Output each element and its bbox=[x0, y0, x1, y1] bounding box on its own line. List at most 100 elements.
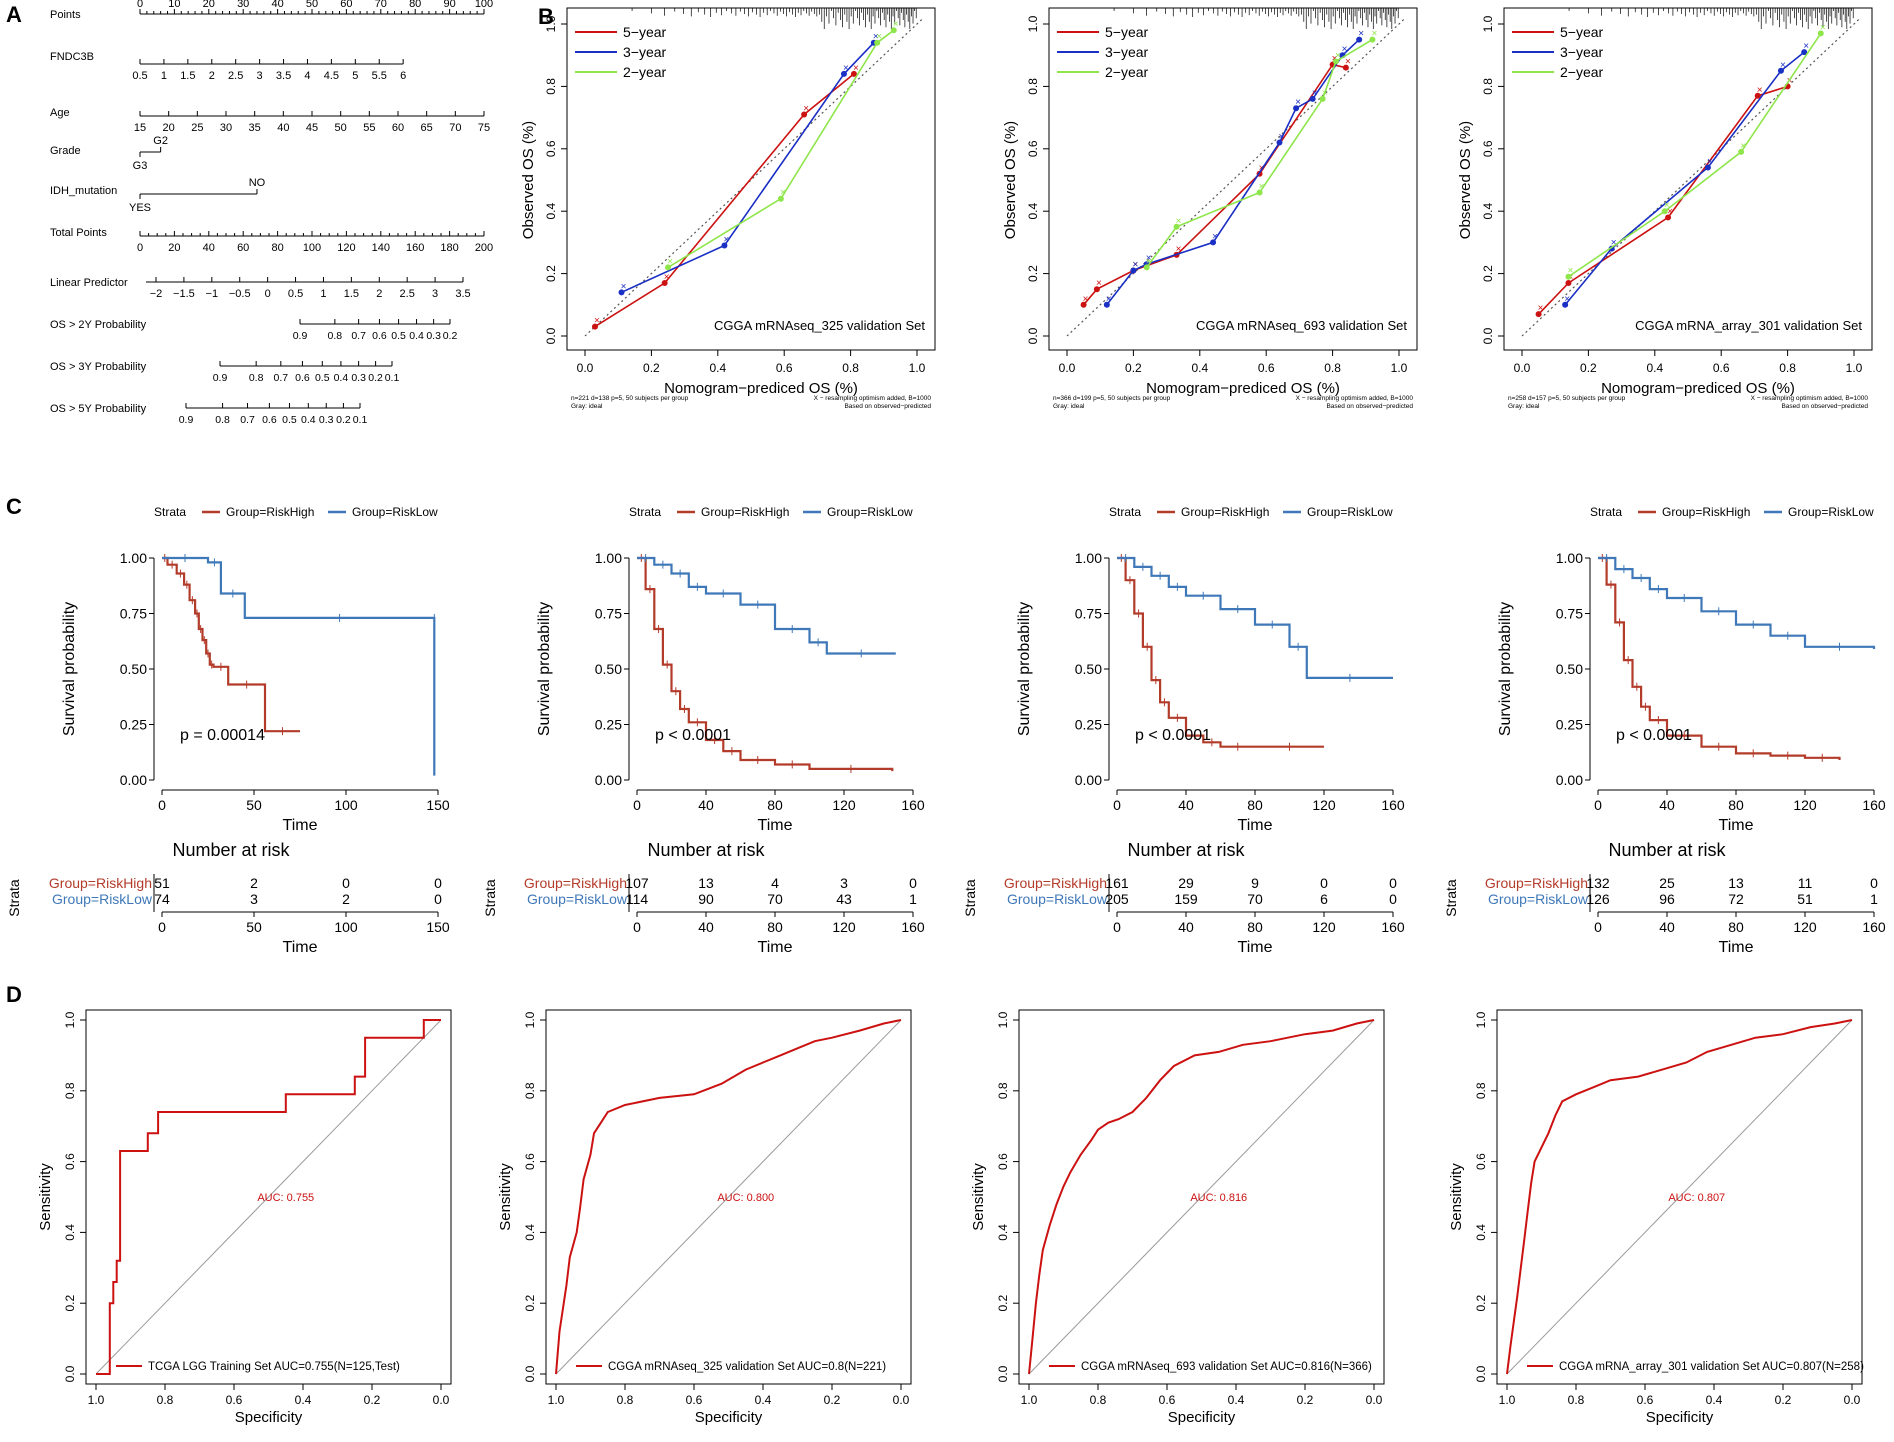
calibration-optimism-mark: × bbox=[594, 316, 600, 327]
km-risk-high-count: 0 bbox=[434, 875, 442, 891]
calibration-note: Based on observed−predicted bbox=[1781, 403, 1868, 410]
km-risk-title: Number at risk bbox=[1608, 840, 1726, 860]
calibration-optimism-mark: × bbox=[1372, 29, 1378, 40]
km-km2: Strata Group=RiskHigh Group=RiskLow0.000.2… bbox=[482, 505, 925, 956]
calibration-frame bbox=[566, 7, 936, 351]
calibration-point bbox=[1143, 264, 1150, 271]
km-risk-high-count: 9 bbox=[1251, 875, 1259, 891]
age-tick-label: 65 bbox=[421, 122, 433, 134]
km-survival-curve bbox=[162, 556, 300, 733]
calibration-point bbox=[1356, 36, 1363, 43]
km-x-tick-label: 50 bbox=[246, 797, 262, 813]
calibration-x-tick-label: 0.6 bbox=[1258, 361, 1275, 375]
roc-frame bbox=[1496, 1009, 1863, 1385]
km-y-label: Survival probability bbox=[1497, 602, 1514, 736]
km-risk-row-label: Group=RiskLow bbox=[527, 891, 628, 907]
km-risk-x-tick-label: 80 bbox=[767, 919, 783, 935]
km-risk-low-count: 90 bbox=[698, 891, 714, 907]
calibration-legend-label: 2−year bbox=[1105, 64, 1149, 80]
linear-predictor-tick-label: 2 bbox=[376, 288, 382, 300]
calibration-point bbox=[721, 242, 728, 249]
km-y-tick-label: 0.75 bbox=[120, 606, 147, 622]
points-tick-label: 30 bbox=[237, 0, 249, 10]
roc-y-tick-label: 0.8 bbox=[523, 1082, 537, 1099]
points-tick-label: 80 bbox=[409, 0, 421, 10]
points-tick-label: 40 bbox=[271, 0, 283, 10]
probability-tick-label: 0.4 bbox=[334, 372, 349, 384]
calibration-point bbox=[1319, 95, 1326, 102]
km-pvalue: p < 0.0001 bbox=[655, 727, 731, 744]
km-survival-curve bbox=[637, 556, 896, 655]
roc-y-tick-label: 0.6 bbox=[63, 1153, 77, 1170]
roc-x-tick-label: 0.8 bbox=[157, 1393, 174, 1407]
linear-predictor-tick-label: −2 bbox=[150, 288, 163, 300]
km-pvalue: p < 0.0001 bbox=[1616, 727, 1692, 744]
linear-predictor-tick-label: 1.5 bbox=[344, 288, 359, 300]
roc-x-tick-label: 0.6 bbox=[226, 1393, 243, 1407]
km-legend-label: Group=RiskHigh bbox=[1181, 505, 1269, 519]
calibration-calib3: 0.0 0.0 0.2 0.2 0.4 0.4 0.6 0.6 0.8 0.8 1.0 1.0 Nomo… bbox=[1457, 7, 1873, 410]
calibration-y-tick-label: 0.2 bbox=[1481, 265, 1495, 282]
calibration-point bbox=[1332, 58, 1339, 65]
calibration-x-tick-label: 0.8 bbox=[842, 361, 859, 375]
calibration-note: n=258 d=157 p=5, 50 subjects per group bbox=[1508, 395, 1626, 402]
roc-y-tick-label: 0.0 bbox=[63, 1365, 77, 1382]
age-tick-label: 60 bbox=[392, 122, 404, 134]
roc-curve bbox=[1506, 1019, 1853, 1375]
fndc3b-tick-label: 2.5 bbox=[228, 70, 243, 82]
linear-predictor-tick-label: 1 bbox=[320, 288, 326, 300]
calibration-optimism-mark: × bbox=[893, 19, 899, 30]
km-survival-curve bbox=[1117, 556, 1324, 748]
calibration-note: Based on observed−predicted bbox=[844, 403, 931, 410]
calibration-x-tick-label: 0.4 bbox=[1191, 361, 1208, 375]
probability-tick-label: 0.1 bbox=[385, 372, 400, 384]
km-risk-strata-label: Strata bbox=[962, 879, 978, 917]
calibration-x-tick-label: 0.6 bbox=[1713, 361, 1730, 375]
calibration-optimism-mark: × bbox=[1132, 259, 1138, 270]
km-risk-x-tick-label: 80 bbox=[1728, 919, 1744, 935]
calibration-point bbox=[591, 323, 598, 330]
roc-legend-label: CGGA mRNA_array_301 validation Set AUC=0… bbox=[1559, 1361, 1864, 1373]
calibration-x-tick-label: 1.0 bbox=[909, 361, 926, 375]
calibration-series-line bbox=[1564, 51, 1805, 306]
km-risk-title: Number at risk bbox=[1127, 840, 1245, 860]
km-x-tick-label: 120 bbox=[1312, 797, 1336, 813]
km-x-tick-label: 160 bbox=[1862, 797, 1886, 813]
points-tick-label: 20 bbox=[203, 0, 215, 10]
calibration-point bbox=[1130, 267, 1137, 274]
calibration-point bbox=[1661, 208, 1668, 215]
points-tick-label: 0 bbox=[137, 0, 143, 10]
nomogram-row-label: Points bbox=[50, 9, 81, 21]
calibration-note: X − resampling optimism added, B=1000 bbox=[814, 395, 932, 402]
calibration-optimism-mark: × bbox=[1740, 141, 1746, 152]
km-pvalue: p < 0.0001 bbox=[1135, 727, 1211, 744]
calibration-point bbox=[1103, 301, 1110, 308]
calibration-x-label: Nomogram−prediced OS (%) bbox=[1601, 380, 1795, 397]
km-risk-x-tick-label: 0 bbox=[1594, 919, 1602, 935]
calibration-point bbox=[1276, 139, 1283, 146]
grade-level-label: G3 bbox=[133, 160, 148, 172]
roc-legend-label: CGGA mRNAseq_693 validation Set AUC=0.81… bbox=[1081, 1361, 1372, 1373]
calibration-y-tick-label: 0.6 bbox=[1026, 140, 1040, 157]
calibration-y-tick-label: 0.2 bbox=[1026, 265, 1040, 282]
calibration-note: n=221 d=138 p=5, 50 subjects per group bbox=[571, 395, 689, 402]
nomogram-row-linear-predictor: Linear Predictor bbox=[50, 277, 128, 289]
km-risk-low-count: 205 bbox=[1105, 891, 1129, 907]
km-risk-low-count: 70 bbox=[1247, 891, 1263, 907]
km-risk-low-count: 114 bbox=[626, 891, 649, 907]
age-tick-label: 35 bbox=[249, 122, 261, 134]
linear-predictor-tick-label: −0.5 bbox=[229, 288, 251, 300]
km-risk-strata-label: Strata bbox=[482, 879, 498, 917]
roc-y-tick-label: 0.6 bbox=[996, 1153, 1010, 1170]
km-x-tick-label: 40 bbox=[1659, 797, 1675, 813]
calibration-x-tick-label: 0.8 bbox=[1324, 361, 1341, 375]
calibration-y-tick-label: 0.4 bbox=[1481, 203, 1495, 220]
km-risk-high-count: 29 bbox=[1178, 875, 1194, 891]
nomogram-row-label: OS > 2Y Probability bbox=[50, 319, 147, 331]
roc-curve bbox=[555, 1019, 902, 1375]
calibration-point bbox=[1777, 67, 1784, 74]
km-risk-low-count: 3 bbox=[250, 891, 258, 907]
km-risk-x-tick-label: 0 bbox=[1113, 919, 1121, 935]
calibration-note: Based on observed−predicted bbox=[1326, 403, 1413, 410]
km-risk-low-count: 96 bbox=[1659, 891, 1675, 907]
